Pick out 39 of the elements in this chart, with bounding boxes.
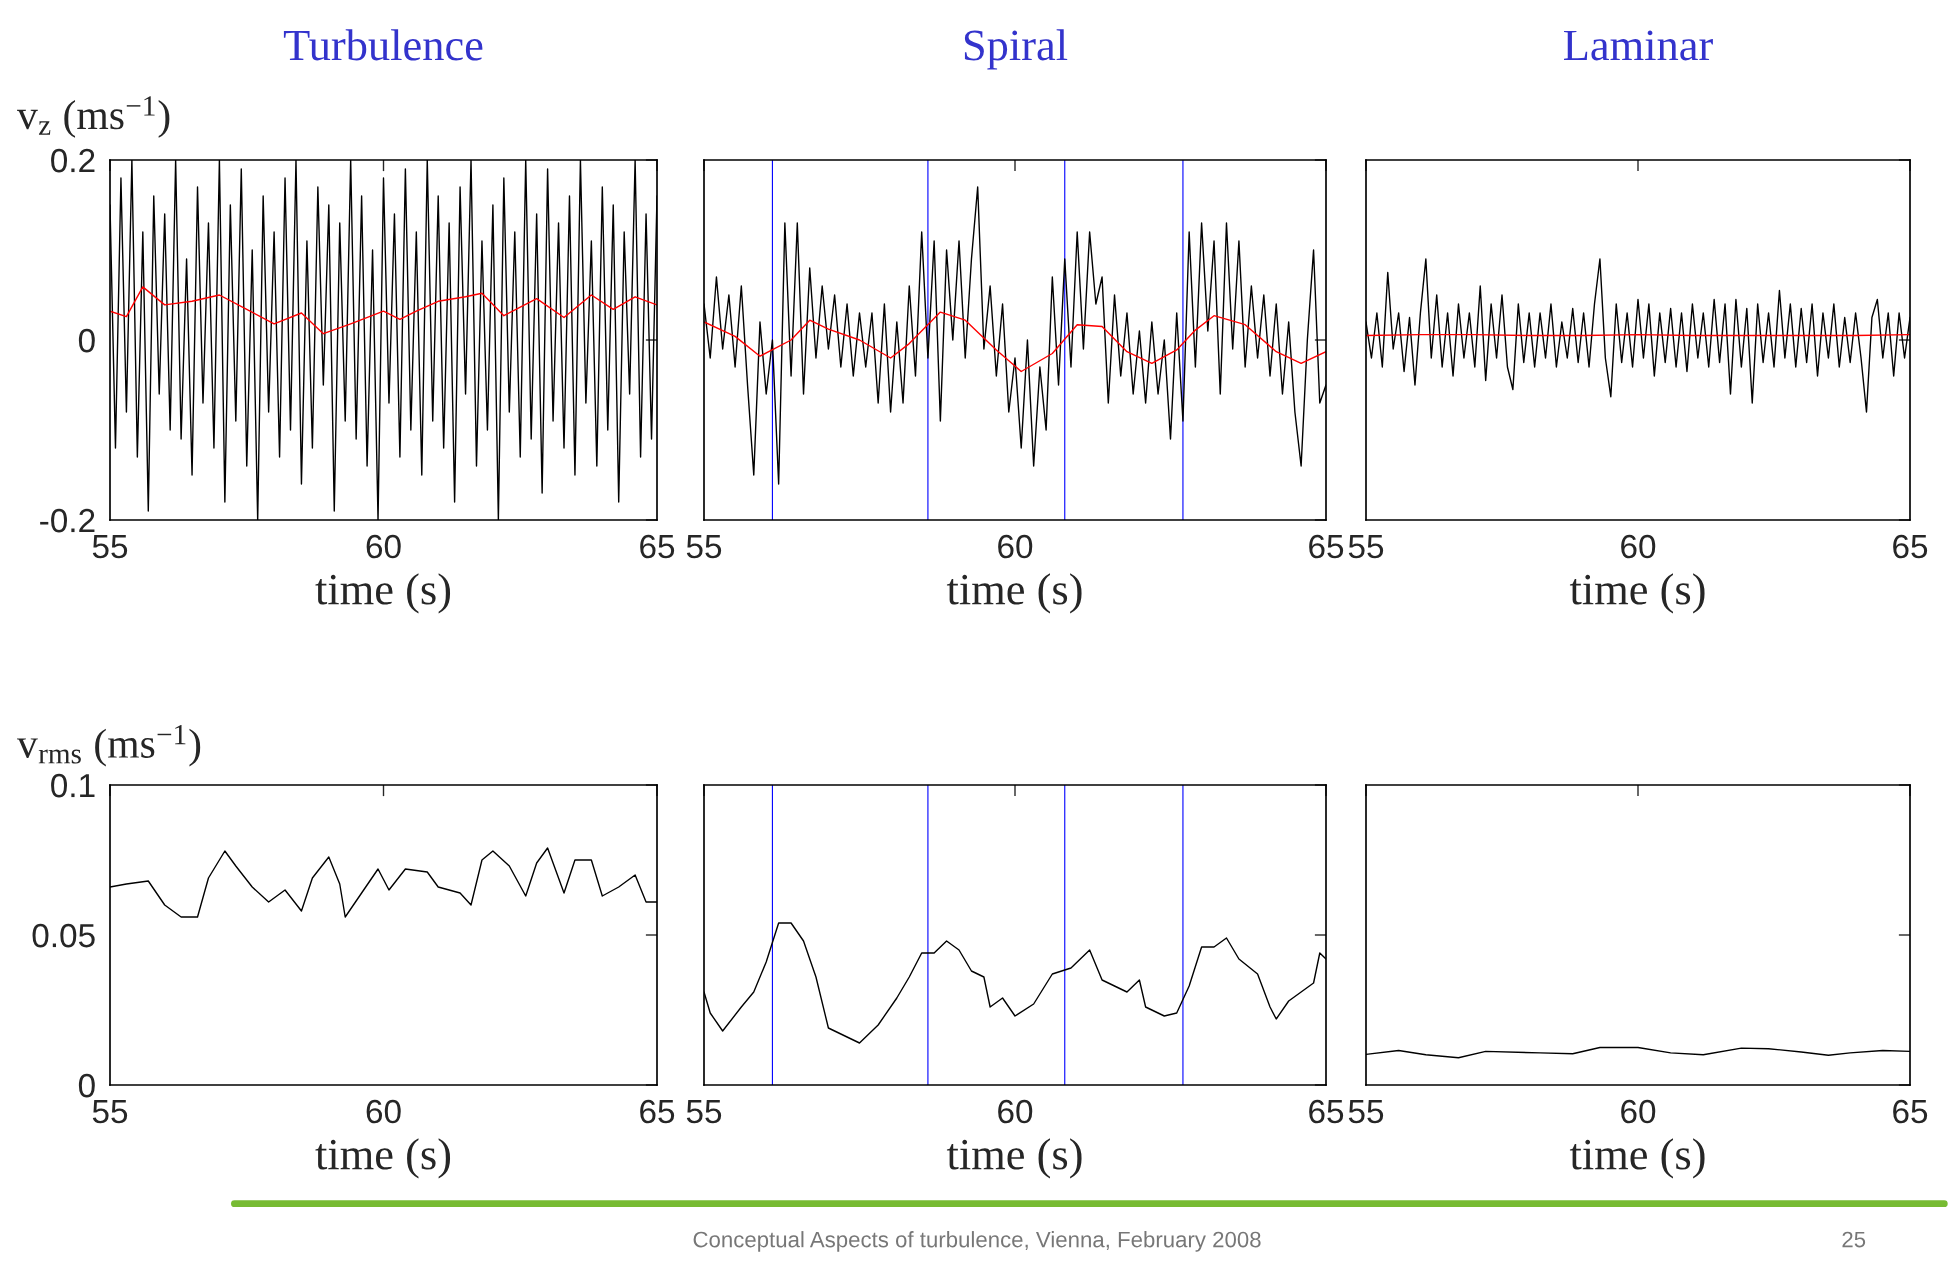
x-axis-title: time (s) xyxy=(946,1138,1082,1179)
x-tick-label: 65 xyxy=(640,534,675,559)
x-tick-label: 65 xyxy=(1309,534,1344,559)
x-tick-label: 55 xyxy=(686,1100,722,1124)
x-tick-label: 60 xyxy=(366,1099,401,1124)
chart-title: Laminar xyxy=(1564,30,1713,61)
x-tick-label: 60 xyxy=(1621,534,1656,559)
line-series xyxy=(110,286,657,335)
x-tick-label: 55 xyxy=(1348,535,1384,559)
x-tick-label: 60 xyxy=(1621,1099,1656,1124)
x-tick-label: 55 xyxy=(686,535,722,559)
y-axis-title: v$_{z}$ (ms$^{−1}$) xyxy=(17,96,170,138)
y-tick-label: 0 xyxy=(78,328,95,353)
text: 25 xyxy=(1842,1231,1866,1248)
y-tick-label: -0.2 xyxy=(40,508,95,533)
x-tick-label: 65 xyxy=(640,1099,675,1124)
chart-title: Turbulence xyxy=(283,29,483,61)
x-tick-label: 65 xyxy=(1893,1099,1928,1124)
y-tick-label: 0 xyxy=(78,1073,95,1098)
y-tick-label: 0.1 xyxy=(51,773,95,798)
x-tick-label: 60 xyxy=(998,534,1033,559)
x-tick-label: 55 xyxy=(92,535,128,559)
x-tick-label: 55 xyxy=(1348,1100,1384,1124)
text: Conceptual Aspects of turbulence, Vienna, February 2008 xyxy=(693,1231,1261,1252)
y-axis-title: v$_{rms}$ (ms$^{−1}$) xyxy=(17,724,201,767)
x-tick-label: 65 xyxy=(1309,1099,1344,1124)
x-tick-label: 65 xyxy=(1893,534,1928,559)
x-tick-label: 60 xyxy=(366,534,401,559)
x-axis-title: time (s) xyxy=(946,573,1082,614)
line-series xyxy=(110,160,657,520)
x-tick-label: 55 xyxy=(92,1100,128,1124)
x-axis-title: time (s) xyxy=(315,1138,451,1179)
y-tick-label: 0.05 xyxy=(32,923,95,948)
x-axis-title: time (s) xyxy=(315,573,451,614)
y-tick-label: 0.2 xyxy=(51,148,95,173)
x-axis-title: time (s) xyxy=(1569,573,1705,614)
x-tick-label: 60 xyxy=(998,1099,1033,1124)
chart-title: Spiral xyxy=(964,29,1068,70)
x-axis-title: time (s) xyxy=(1569,1138,1705,1179)
